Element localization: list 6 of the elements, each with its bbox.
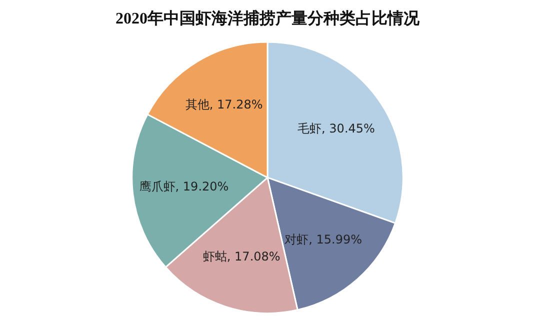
slice-label: 对虾, 15.99% — [284, 232, 362, 247]
slice-label: 其他, 17.28% — [185, 98, 263, 112]
slice-label: 鹰爪虾, 19.20% — [139, 180, 229, 194]
slice-label: 毛虾, 30.45% — [298, 121, 375, 136]
slice-label: 虾蛄, 17.08% — [202, 250, 280, 264]
chart-title: 2020年中国虾海洋捕捞产量分种类占比情况 — [116, 10, 420, 28]
